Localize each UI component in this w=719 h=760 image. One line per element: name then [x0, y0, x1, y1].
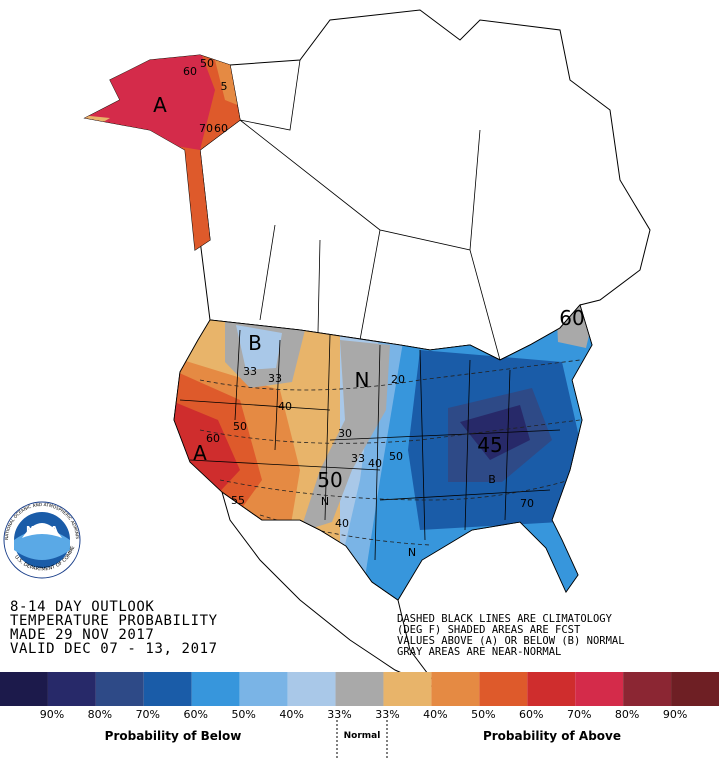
logo-wave — [14, 530, 70, 560]
legend-swatch — [335, 672, 384, 706]
legend-label: 33% — [375, 708, 399, 721]
note-line: VALUES ABOVE (A) OR BELOW (B) NORMAL — [397, 635, 625, 647]
us-outline — [173, 304, 593, 601]
contour-label: 40 — [278, 400, 292, 413]
legend-label: 60% — [519, 708, 543, 721]
logo-name: NOAA — [26, 525, 58, 536]
legend-swatch — [383, 672, 432, 706]
logo-ring-bottom-path: U.S. DEPARTMENT OF COMMERCE — [0, 0, 76, 573]
outlook-line: TEMPERATURE PROBABILITY — [10, 613, 218, 629]
legend-swatch — [431, 672, 480, 706]
contour-label: 40 — [335, 517, 349, 530]
legend-swatch — [575, 672, 624, 706]
legend-swatch — [95, 672, 144, 706]
contour-label: 55 — [231, 494, 245, 507]
region-letter: A — [193, 441, 207, 465]
contour-label: 60 — [214, 122, 228, 135]
legend-label: 50% — [231, 708, 255, 721]
noaa-logo: NOAA NATIONAL OCEANIC AND ATMOSPHERIC AD… — [0, 0, 81, 579]
contour-label: 30 — [338, 427, 352, 440]
logo-ring-top: NATIONAL OCEANIC AND ATMOSPHERIC ADMINIS… — [0, 0, 80, 540]
shade-nw-b33 — [236, 325, 282, 370]
note-line: (DEG F) SHADED AREAS ARE FCST — [397, 624, 581, 636]
below-title: Probability of Below — [105, 729, 242, 743]
legend-label: 70% — [136, 708, 160, 721]
region-letter: 45 — [477, 433, 502, 457]
legend-swatch — [623, 672, 672, 706]
logo-ring-top-path: NATIONAL OCEANIC AND ATMOSPHERIC ADMINIS… — [0, 0, 80, 540]
legend-label: 90% — [40, 708, 64, 721]
legend-label: 70% — [567, 708, 591, 721]
legend-swatch — [191, 672, 240, 706]
contour-label: 5 — [221, 80, 228, 93]
contour-label: 40 — [368, 457, 382, 470]
logo-ring-bottom: U.S. DEPARTMENT OF COMMERCE — [0, 0, 76, 573]
contour-label: 50 — [233, 420, 247, 433]
contour-label: N — [321, 495, 329, 508]
contour-label: 60 — [206, 432, 220, 445]
contour-label: 20 — [391, 373, 405, 386]
contour-label: 50 — [200, 57, 214, 70]
contour-label: 50 — [389, 450, 403, 463]
legend-label: 80% — [88, 708, 112, 721]
outlook-line: 8-14 DAY OUTLOOK — [10, 599, 154, 615]
contour-label: 50 — [0, 0, 7, 3]
outlook-line: VALID DEC 07 - 13, 2017 — [10, 641, 218, 657]
legend-label: 80% — [615, 708, 639, 721]
note-line: GRAY AREAS ARE NEAR-NORMAL — [397, 646, 561, 658]
contour-label: 60 — [183, 65, 197, 78]
region-letter: B — [248, 331, 262, 355]
contour-label: N — [408, 546, 416, 559]
contour-label: 70 — [199, 122, 213, 135]
region-letter: 60 — [559, 306, 584, 330]
legend-swatch — [143, 672, 192, 706]
legend-swatch — [0, 672, 48, 706]
shade-50 — [215, 60, 240, 110]
contour-label: 70 — [520, 497, 534, 510]
shade-plains-normal — [300, 340, 390, 532]
legend-swatch — [287, 672, 336, 706]
state-lines — [179, 329, 561, 561]
legend-swatch — [671, 672, 719, 706]
climatology-lines — [199, 359, 581, 546]
region-letter: 50 — [317, 468, 342, 492]
contour-label: 33 — [243, 365, 257, 378]
legend-swatch — [239, 672, 288, 706]
region-letter: A — [153, 93, 167, 117]
province-lines — [239, 59, 501, 361]
legend-swatch — [47, 672, 96, 706]
normal-title: Normal — [344, 731, 381, 741]
notes-text: DASHED BLACK LINES ARE CLIMATOLOGY(DEG F… — [397, 613, 625, 658]
legend-label: 33% — [327, 708, 351, 721]
contour-label: 33 — [351, 452, 365, 465]
note-line: DASHED BLACK LINES ARE CLIMATOLOGY — [397, 613, 613, 625]
region-letter: N — [355, 368, 370, 392]
legend: 90% 80% 70% 60% 50% 40% 33% 33% 40% 50% 60% 70% 80% 9… — [0, 672, 719, 721]
legend-swatch — [527, 672, 576, 706]
legend-label: 60% — [184, 708, 208, 721]
contour-label: 33 — [268, 372, 282, 385]
contour-label: B — [488, 473, 496, 486]
shade-a70 — [174, 392, 240, 500]
legend-swatch — [479, 672, 528, 706]
legend-label: 40% — [279, 708, 303, 721]
legend-label: 90% — [663, 708, 687, 721]
outlook-line: MADE 29 NOV 2017 — [10, 627, 154, 643]
logo-bird — [22, 523, 62, 538]
legend-label: 50% — [471, 708, 495, 721]
above-title: Probability of Above — [483, 729, 621, 743]
legend-label: 40% — [423, 708, 447, 721]
